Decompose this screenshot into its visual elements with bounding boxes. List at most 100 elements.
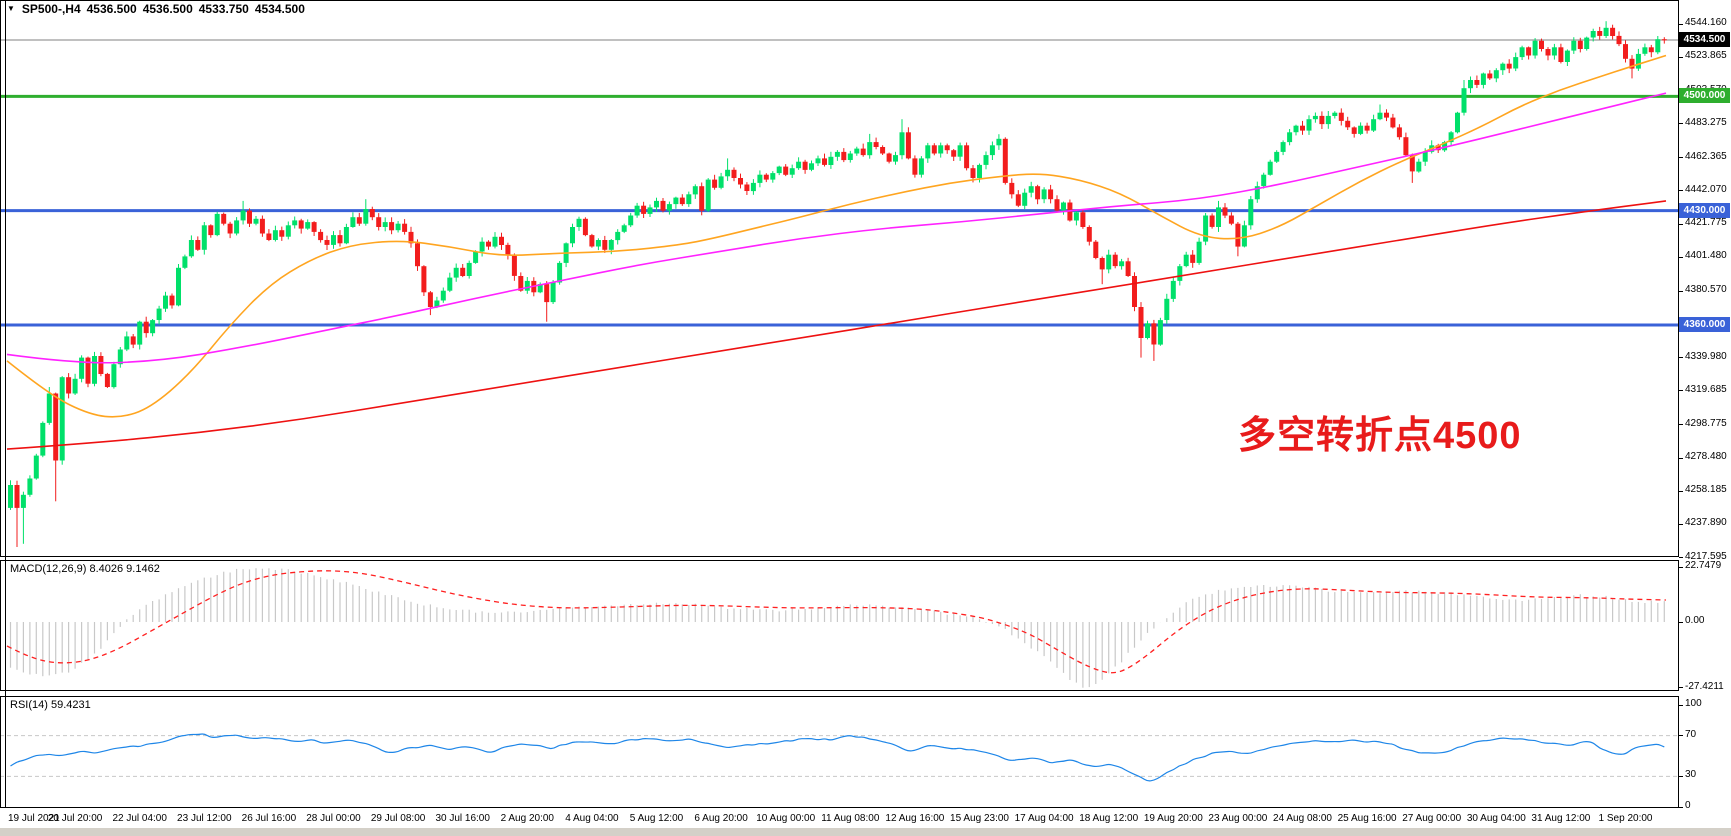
- time-tick-label: 18 Aug 12:00: [1079, 813, 1139, 824]
- time-tick-label: 25 Aug 16:00: [1337, 813, 1397, 824]
- symbol-label: SP500-,H4: [21, 2, 81, 16]
- quote-low: 4533.750: [198, 2, 249, 16]
- candle-down: [931, 145, 937, 154]
- candle-up: [1635, 53, 1641, 69]
- candle-up: [1468, 80, 1473, 89]
- candle-up: [524, 280, 530, 291]
- rsi-tick-label: 100: [1685, 698, 1702, 709]
- candle-up: [1293, 125, 1299, 133]
- price-tick-label: 4380.570: [1685, 284, 1727, 296]
- candle-up: [1532, 40, 1538, 56]
- time-tick-label: 19 Jul 2021: [8, 813, 60, 824]
- price-tick-mark: [1679, 157, 1683, 159]
- candle-down: [227, 223, 233, 234]
- candle-up: [686, 194, 692, 205]
- candle-down: [499, 236, 504, 245]
- candle-up: [1448, 132, 1454, 143]
- candle-up: [111, 364, 117, 388]
- candle-down: [1390, 117, 1396, 128]
- macd-panel[interactable]: [0, 560, 1679, 691]
- candle-down: [1035, 186, 1041, 200]
- candle-down: [1048, 189, 1054, 200]
- price-tick-mark: [1679, 223, 1683, 225]
- chart-text-annotation[interactable]: 多空转折点4500: [1238, 415, 1522, 457]
- candle-down: [1403, 137, 1409, 156]
- candle-up: [1655, 39, 1661, 53]
- symbol-dropdown-icon[interactable]: ▼: [7, 4, 15, 13]
- candle-down: [1235, 223, 1241, 247]
- candle-down: [337, 235, 343, 244]
- candle-up: [1106, 254, 1112, 270]
- time-axis[interactable]: 19 Jul 2021 20 Jul 20:00 22 Jul 04:00 23 Ju…: [0, 810, 1731, 828]
- candle-up: [1455, 112, 1460, 133]
- candle-down: [1209, 215, 1215, 227]
- candle-up: [72, 378, 78, 394]
- candle-up: [1119, 261, 1125, 267]
- price-tick-mark: [1679, 290, 1683, 292]
- candle-down: [744, 184, 750, 191]
- candle-down: [1300, 125, 1305, 131]
- candle-up: [718, 176, 724, 188]
- candle-down: [1002, 138, 1008, 183]
- candle-down: [259, 218, 265, 234]
- candle-down: [376, 217, 382, 227]
- candle-up: [1603, 27, 1609, 36]
- candle-up: [1332, 112, 1338, 116]
- price-tick-label: 4237.890: [1685, 517, 1727, 529]
- candle-up: [983, 155, 989, 165]
- candle-down: [699, 186, 705, 211]
- candle-down: [14, 485, 20, 508]
- candle-up: [847, 153, 853, 160]
- candle-up: [1216, 207, 1221, 227]
- candle-up: [576, 218, 582, 227]
- rsi-tick-label: 30: [1685, 769, 1697, 781]
- candle-wick: [1379, 104, 1381, 121]
- time-tick-label: 5 Aug 12:00: [629, 813, 684, 824]
- candle-down: [1345, 120, 1351, 128]
- price-tick-label: 4421.775: [1685, 217, 1727, 229]
- candle-up: [331, 235, 336, 245]
- candle-down: [1099, 258, 1105, 270]
- candle-up: [1203, 215, 1209, 242]
- candle-up: [272, 230, 278, 240]
- candle-up: [647, 207, 653, 214]
- status-bar: [0, 828, 1731, 836]
- time-tick-label: 11 Aug 08:00: [821, 813, 880, 824]
- macd-indicator-label: MACD(12,26,9) 8.4026 9.1462: [10, 563, 160, 575]
- candle-up: [608, 240, 614, 250]
- price-tick-mark: [1679, 357, 1683, 359]
- candle-down: [1629, 58, 1635, 69]
- candle-up: [253, 218, 259, 224]
- candle-up: [1377, 112, 1383, 120]
- candle-up: [989, 145, 995, 156]
- candle-down: [1661, 39, 1667, 41]
- rsi-panel[interactable]: [0, 696, 1679, 808]
- time-tick-label: 2 Aug 20:00: [500, 813, 554, 824]
- candle-up: [137, 321, 143, 345]
- candle-up: [176, 267, 181, 306]
- price-axis[interactable]: 4544.1604523.8654503.5704483.2754462.365…: [1679, 0, 1731, 811]
- candle-up: [1267, 161, 1273, 175]
- candle-down: [964, 145, 970, 169]
- candle-down: [1545, 49, 1551, 56]
- candle-up: [776, 166, 782, 174]
- candle-wick: [1101, 256, 1103, 285]
- candle-up: [201, 225, 207, 250]
- candle-down: [53, 393, 59, 461]
- time-tick-label: 12 Aug 16:00: [885, 813, 945, 824]
- ma-fast-line: [6, 54, 1667, 418]
- candle-down: [415, 243, 420, 267]
- main-chart-panel[interactable]: [0, 0, 1679, 557]
- candle-down: [589, 235, 595, 247]
- macd-canvas: [6, 568, 1667, 688]
- candle-up: [809, 163, 814, 170]
- rsi-tick-label: 70: [1685, 728, 1697, 740]
- candle-down: [85, 357, 91, 384]
- time-tick-label: 17 Aug 04:00: [1014, 813, 1074, 824]
- candle-up: [440, 290, 446, 301]
- candle-up: [705, 179, 711, 211]
- candle-down: [1015, 194, 1021, 206]
- candle-down: [389, 222, 395, 231]
- candle-up: [1493, 70, 1499, 79]
